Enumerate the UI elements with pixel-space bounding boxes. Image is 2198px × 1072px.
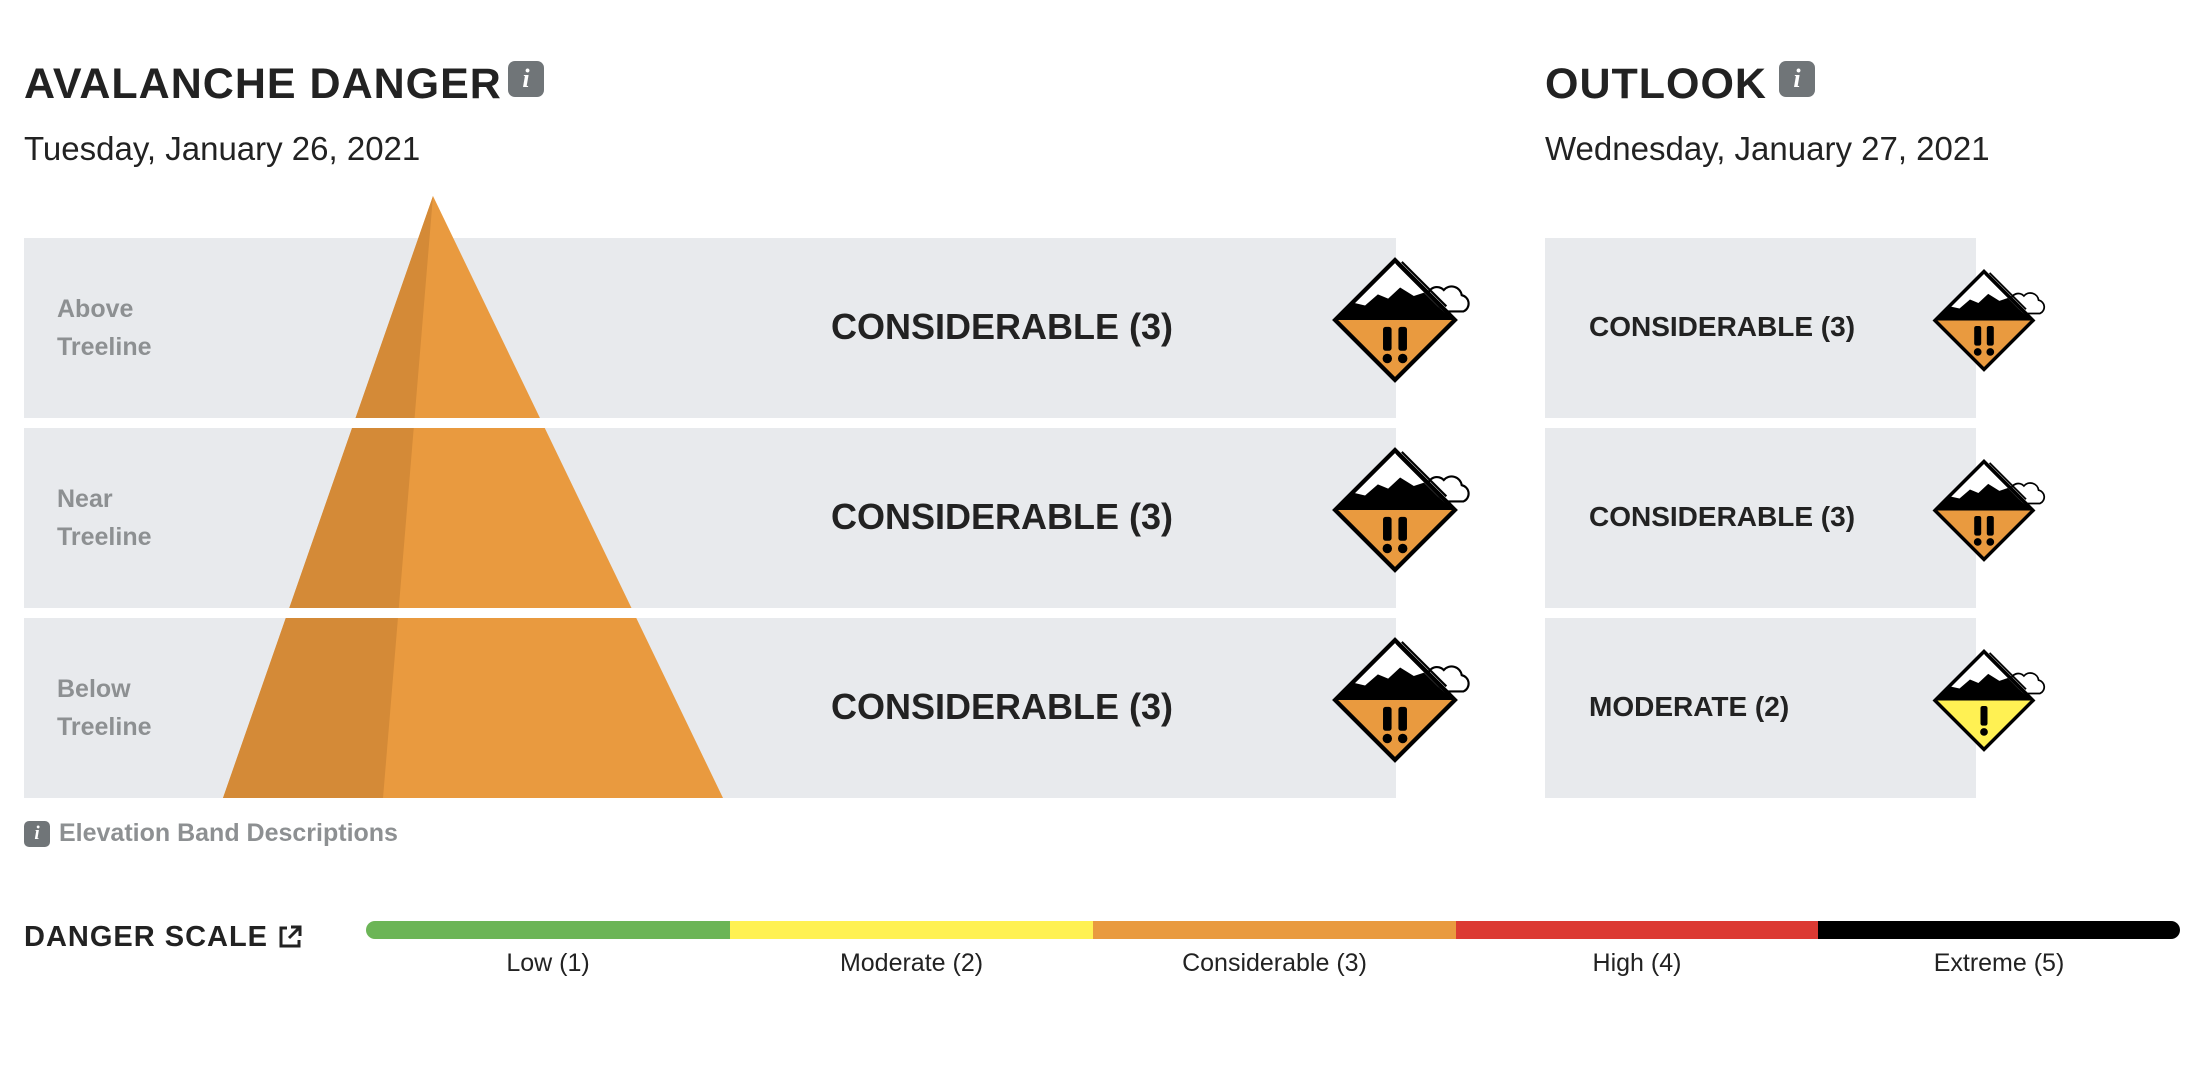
outlook-rating-above: CONSIDERABLE (3) — [1589, 311, 1856, 342]
danger-scale-link[interactable]: DANGER SCALE — [24, 921, 269, 953]
external-link-icon[interactable] — [277, 924, 303, 950]
outlook-band-above — [1545, 238, 1976, 418]
elevation-band-descriptions-link[interactable]: Elevation Band Descriptions — [59, 819, 398, 847]
scale-label-low: Low (1) — [506, 949, 590, 977]
scale-bar-considerable — [1093, 921, 1456, 939]
considerable-danger-icon — [1910, 454, 2058, 580]
considerable-danger-icon — [1305, 441, 1485, 595]
rating-above-treeline: CONSIDERABLE (3) — [831, 306, 1174, 347]
band-near-treeline — [24, 428, 1396, 608]
scale-bar-low — [366, 921, 730, 939]
scale-label-moderate: Moderate (2) — [839, 949, 984, 977]
considerable-danger-icon — [1305, 251, 1485, 405]
elevation-info-icon[interactable]: i — [24, 821, 50, 847]
scale-label-extreme: Extreme (5) — [1933, 949, 2065, 977]
rating-near-treeline: CONSIDERABLE (3) — [831, 496, 1174, 537]
pyramid-shade — [223, 196, 433, 798]
danger-title: AVALANCHE DANGER — [24, 60, 502, 108]
band-label-above-treeline: Above Treeline — [57, 295, 152, 361]
scale-bar-high — [1456, 921, 1818, 939]
scale-label-considerable: Considerable (3) — [1182, 949, 1367, 977]
elevation-pyramid — [200, 196, 760, 798]
band-label-below-treeline: Below Treeline — [57, 675, 152, 741]
rating-below-treeline: CONSIDERABLE (3) — [831, 686, 1174, 727]
outlook-title: OUTLOOK — [1545, 60, 1767, 108]
outlook-rating-near: CONSIDERABLE (3) — [1589, 501, 1856, 532]
band-above-treeline — [24, 238, 1396, 418]
band-label-near-treeline: Near Treeline — [57, 485, 152, 551]
scale-label-high: High (4) — [1592, 949, 1682, 977]
outlook-band-below — [1545, 618, 1976, 798]
scale-bar-moderate — [730, 921, 1093, 939]
outlook-info-icon[interactable]: i — [1779, 61, 1815, 97]
considerable-danger-icon — [1910, 264, 2058, 390]
moderate-danger-icon — [1910, 644, 2058, 770]
considerable-danger-icon — [1305, 631, 1485, 785]
outlook-date: Wednesday, January 27, 2021 — [1545, 130, 1990, 167]
danger-info-icon[interactable]: i — [508, 61, 544, 97]
scale-bar-extreme — [1818, 921, 2180, 939]
danger-date: Tuesday, January 26, 2021 — [24, 130, 421, 167]
outlook-band-near — [1545, 428, 1976, 608]
outlook-rating-below: MODERATE (2) — [1589, 691, 1790, 722]
